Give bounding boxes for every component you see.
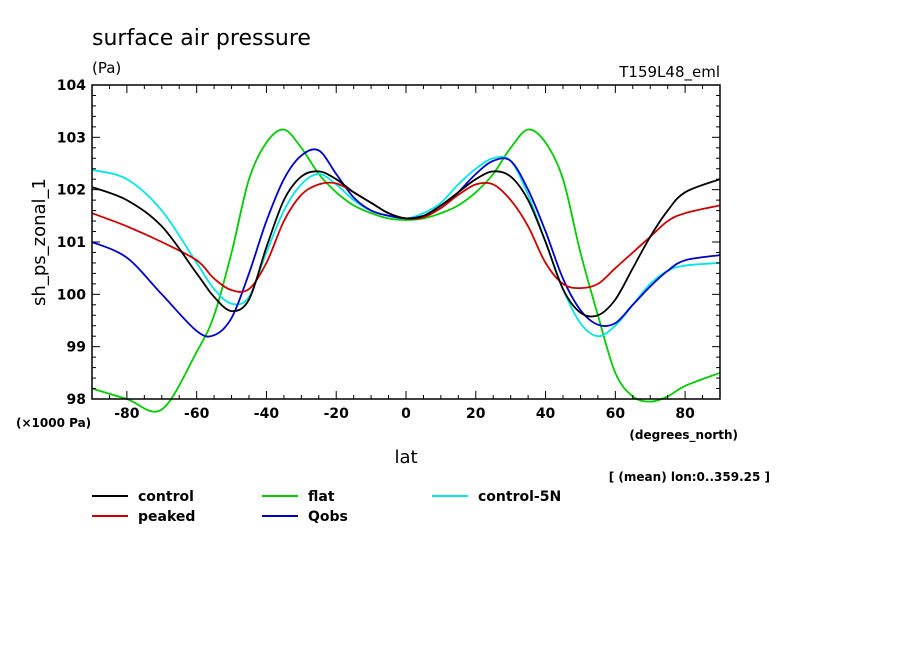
chart-title: surface air pressure	[92, 26, 311, 51]
x-tick-label: 20	[466, 406, 486, 422]
x-tick-label: 80	[675, 406, 695, 422]
x-tick-label: -80	[114, 406, 140, 422]
chart-units: (Pa)	[92, 59, 121, 77]
legend-label-flat: flat	[308, 489, 335, 505]
legend: control peaked flat control-5N Qobs	[92, 489, 561, 525]
legend-label-Qobs: Qobs	[308, 509, 348, 525]
x-tick-label: 40	[536, 406, 556, 422]
axis-ticks: 98 99 100 101 102 103 104 -80 -60 -40 -20 0 20 40 60 80	[57, 78, 721, 422]
y-tick-label: 102	[57, 183, 86, 199]
y-tick-label: 104	[57, 78, 86, 94]
plot-frame	[91, 84, 721, 400]
y-tick-label: 98	[67, 392, 86, 408]
y-tick-label: 103	[57, 130, 86, 146]
series-line-control-5N	[91, 155, 721, 338]
series-line-Qobs	[91, 148, 721, 338]
y-axis-label: sh_ps_zonal_1	[29, 178, 50, 306]
y-tick-label: 101	[57, 235, 86, 251]
series-line-control	[91, 170, 721, 318]
x-axis-label: lat	[394, 447, 417, 468]
x-tick-label: 60	[606, 406, 626, 422]
y-tick-label: 99	[67, 340, 86, 356]
averaging-note: [ (mean) lon:0..359.25 ]	[609, 470, 770, 484]
legend-label-control: control	[138, 489, 194, 505]
series-line-flat	[91, 128, 721, 413]
plot-lines	[91, 128, 721, 413]
series-line-peaked	[91, 181, 721, 293]
x-tick-label: -40	[254, 406, 280, 422]
legend-label-peaked: peaked	[138, 509, 195, 525]
x-units-label: (degrees_north)	[629, 428, 738, 443]
y-scale-note: (×1000 Pa)	[16, 416, 91, 430]
y-tick-label: 100	[57, 287, 86, 303]
experiment-label: T159L48_eml	[618, 63, 720, 82]
x-tick-label: 0	[401, 406, 411, 422]
legend-label-control-5N: control-5N	[478, 489, 561, 505]
x-tick-label: -60	[184, 406, 210, 422]
x-tick-label: -20	[324, 406, 350, 422]
